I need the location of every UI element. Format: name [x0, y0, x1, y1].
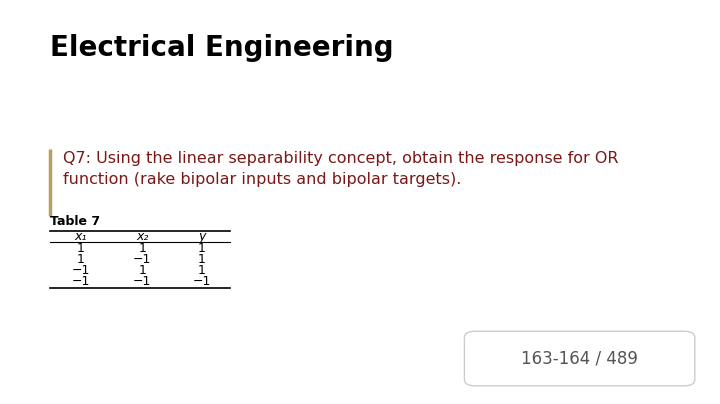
- Text: 1: 1: [198, 253, 205, 266]
- Text: 163-164 / 489: 163-164 / 489: [521, 349, 638, 368]
- Text: 1: 1: [198, 264, 205, 277]
- FancyBboxPatch shape: [464, 331, 695, 386]
- Text: function (rake bipolar inputs and bipolar targets).: function (rake bipolar inputs and bipola…: [63, 172, 462, 187]
- Text: 1: 1: [138, 264, 146, 277]
- Text: x₁: x₁: [74, 230, 87, 243]
- Text: Table 7: Table 7: [50, 215, 100, 228]
- Text: Electrical Engineering: Electrical Engineering: [50, 34, 393, 62]
- Text: Q7: Using the linear separability concept, obtain the response for OR: Q7: Using the linear separability concep…: [63, 152, 619, 166]
- Text: −1: −1: [71, 276, 90, 288]
- Text: 1: 1: [138, 242, 146, 255]
- Text: y: y: [198, 230, 205, 243]
- Text: 1: 1: [77, 242, 84, 255]
- Text: 1: 1: [77, 253, 84, 266]
- Text: −1: −1: [133, 276, 151, 288]
- Text: x₂: x₂: [136, 230, 148, 243]
- Text: −1: −1: [71, 264, 90, 277]
- Text: −1: −1: [133, 253, 151, 266]
- Text: −1: −1: [192, 276, 211, 288]
- Text: 1: 1: [198, 242, 205, 255]
